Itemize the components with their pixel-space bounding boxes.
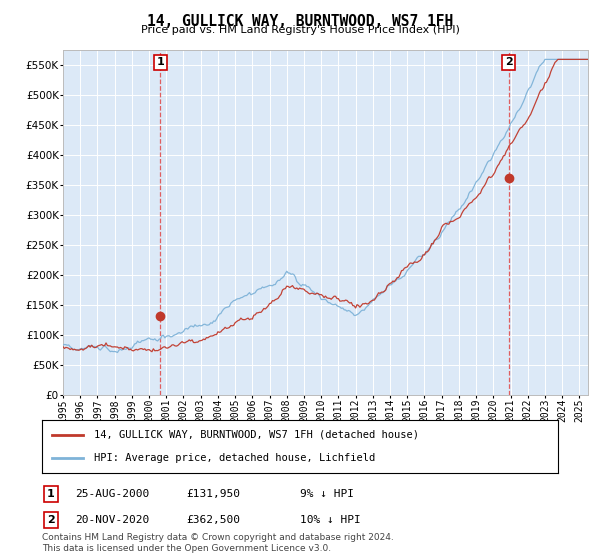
Text: 2: 2 xyxy=(505,58,512,67)
Text: Price paid vs. HM Land Registry's House Price Index (HPI): Price paid vs. HM Land Registry's House … xyxy=(140,25,460,35)
Text: £362,500: £362,500 xyxy=(186,515,240,525)
Text: 2: 2 xyxy=(47,515,55,525)
Text: 1: 1 xyxy=(157,58,164,67)
Text: 14, GULLICK WAY, BURNTWOOD, WS7 1FH (detached house): 14, GULLICK WAY, BURNTWOOD, WS7 1FH (det… xyxy=(94,430,419,440)
Text: £131,950: £131,950 xyxy=(186,489,240,499)
Text: 9% ↓ HPI: 9% ↓ HPI xyxy=(300,489,354,499)
Text: HPI: Average price, detached house, Lichfield: HPI: Average price, detached house, Lich… xyxy=(94,453,375,463)
Text: 10% ↓ HPI: 10% ↓ HPI xyxy=(300,515,361,525)
Text: 1: 1 xyxy=(47,489,55,499)
Text: 20-NOV-2020: 20-NOV-2020 xyxy=(75,515,149,525)
Text: 14, GULLICK WAY, BURNTWOOD, WS7 1FH: 14, GULLICK WAY, BURNTWOOD, WS7 1FH xyxy=(147,14,453,29)
Text: 25-AUG-2000: 25-AUG-2000 xyxy=(75,489,149,499)
Text: Contains HM Land Registry data © Crown copyright and database right 2024.
This d: Contains HM Land Registry data © Crown c… xyxy=(42,533,394,553)
